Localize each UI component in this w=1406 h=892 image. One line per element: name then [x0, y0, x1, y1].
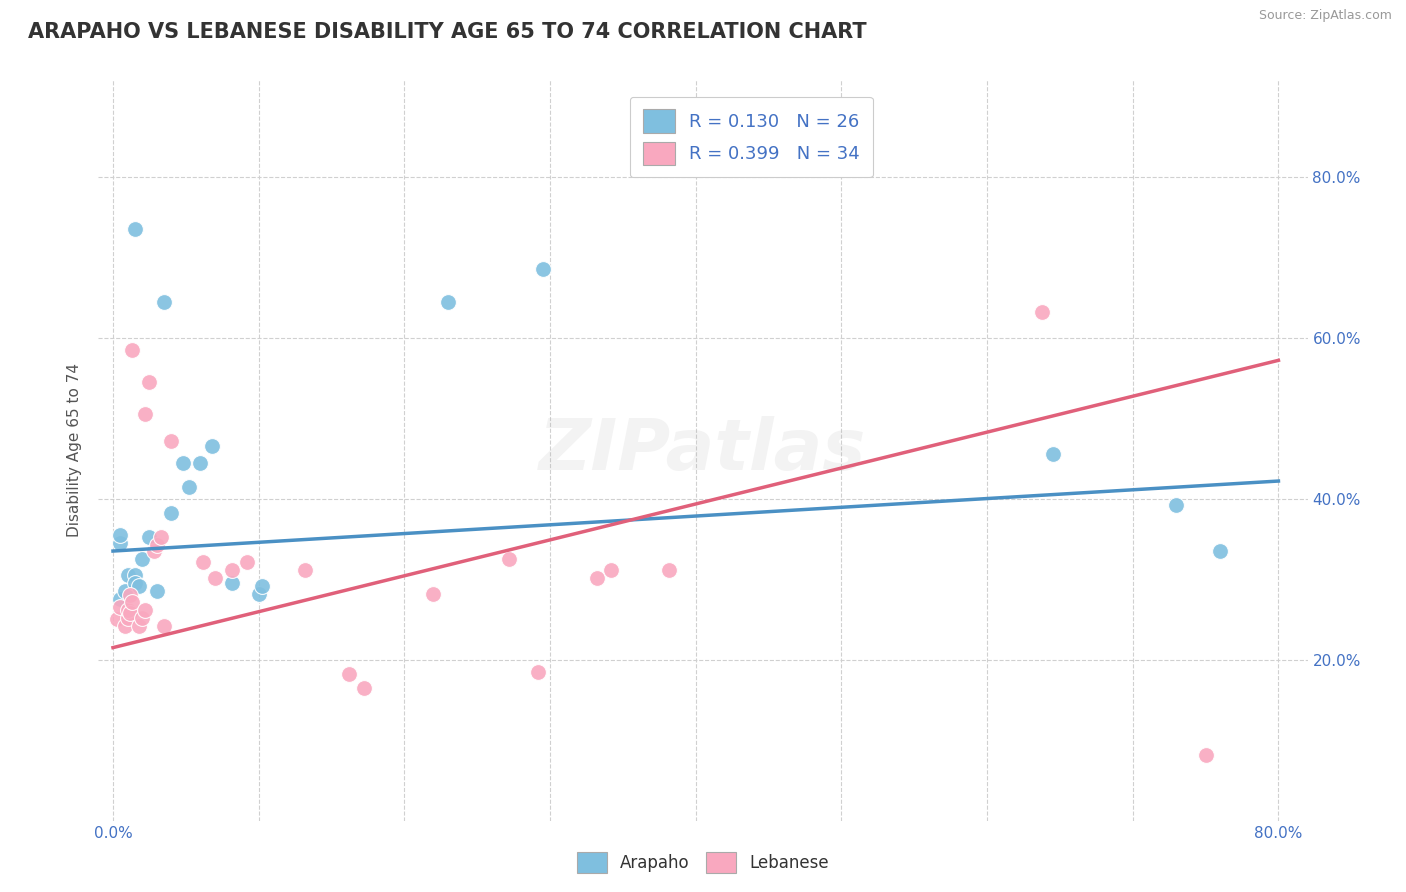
Point: [134, 407, 156, 421]
Text: Source: ZipAtlas.com: Source: ZipAtlas.com: [1258, 9, 1392, 22]
Point: [201, 439, 224, 453]
Point: [117, 611, 139, 625]
Point: [121, 595, 143, 609]
Point: [117, 603, 139, 617]
Point: [110, 536, 132, 550]
Point: [124, 222, 146, 236]
Point: [250, 579, 273, 593]
Point: [422, 587, 444, 601]
Point: [658, 563, 681, 577]
Point: [110, 592, 132, 607]
Point: [153, 619, 176, 633]
Text: ZIPatlas: ZIPatlas: [540, 416, 866, 485]
Point: [585, 571, 607, 585]
Point: [1042, 448, 1064, 462]
Point: [236, 554, 259, 569]
Point: [247, 587, 270, 601]
Point: [1194, 747, 1216, 762]
Point: [160, 434, 183, 448]
Point: [193, 554, 215, 569]
Point: [120, 588, 142, 602]
Point: [138, 375, 160, 389]
Point: [124, 576, 146, 591]
Point: [110, 528, 132, 542]
Point: [110, 600, 132, 615]
Point: [114, 619, 136, 633]
Point: [531, 262, 554, 277]
Point: [145, 584, 167, 599]
Point: [131, 552, 153, 566]
Point: [190, 456, 212, 470]
Point: [114, 584, 136, 599]
Point: [160, 506, 183, 520]
Point: [527, 665, 550, 679]
Point: [145, 538, 167, 552]
Point: [1166, 498, 1188, 512]
Point: [153, 294, 176, 309]
Point: [1031, 305, 1053, 319]
Point: [142, 544, 165, 558]
Point: [138, 530, 160, 544]
Point: [1209, 544, 1232, 558]
Point: [117, 568, 139, 582]
Point: [437, 294, 460, 309]
Point: [294, 563, 316, 577]
Point: [150, 530, 173, 544]
Y-axis label: Disability Age 65 to 74: Disability Age 65 to 74: [67, 363, 83, 538]
Point: [337, 667, 360, 681]
Point: [134, 603, 156, 617]
Point: [124, 568, 146, 582]
Point: [131, 611, 153, 625]
Legend: Arapaho, Lebanese: Arapaho, Lebanese: [569, 846, 837, 880]
Point: [120, 606, 142, 620]
Point: [128, 619, 150, 633]
Point: [121, 343, 143, 357]
Point: [204, 571, 226, 585]
Point: [172, 456, 194, 470]
Point: [177, 480, 200, 494]
Point: [221, 563, 243, 577]
Legend: R = 0.130   N = 26, R = 0.399   N = 34: R = 0.130 N = 26, R = 0.399 N = 34: [630, 96, 873, 178]
Text: ARAPAHO VS LEBANESE DISABILITY AGE 65 TO 74 CORRELATION CHART: ARAPAHO VS LEBANESE DISABILITY AGE 65 TO…: [28, 22, 866, 42]
Point: [600, 563, 623, 577]
Point: [221, 576, 243, 591]
Point: [105, 612, 128, 626]
Point: [353, 681, 375, 695]
Point: [128, 579, 150, 593]
Point: [498, 552, 520, 566]
